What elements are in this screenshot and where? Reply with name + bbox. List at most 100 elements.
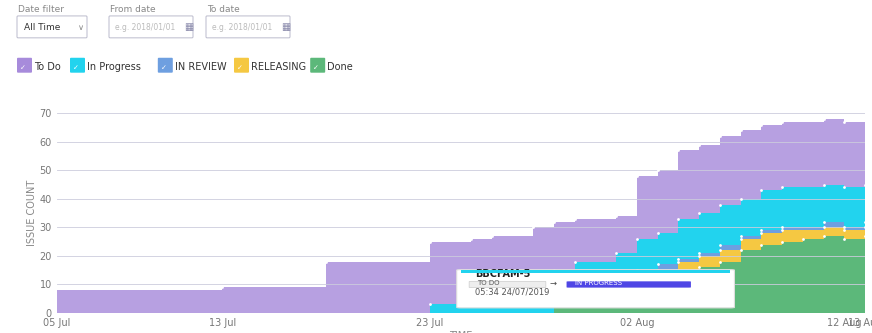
Point bbox=[754, 122, 768, 127]
FancyBboxPatch shape bbox=[457, 270, 734, 308]
FancyBboxPatch shape bbox=[310, 58, 325, 73]
Text: Done: Done bbox=[327, 62, 353, 72]
Point bbox=[464, 236, 478, 241]
Text: →: → bbox=[550, 278, 557, 287]
Text: ▦: ▦ bbox=[184, 22, 194, 32]
Point bbox=[423, 302, 437, 307]
Point bbox=[692, 250, 706, 256]
Point bbox=[485, 290, 499, 296]
Point bbox=[837, 119, 851, 125]
FancyBboxPatch shape bbox=[206, 16, 290, 38]
Point bbox=[775, 239, 789, 244]
Point bbox=[671, 270, 685, 276]
Text: To Do: To Do bbox=[34, 62, 61, 72]
Point bbox=[796, 236, 810, 241]
Point bbox=[858, 182, 872, 187]
Point bbox=[775, 225, 789, 230]
Point bbox=[837, 227, 851, 233]
Point bbox=[816, 116, 830, 122]
Text: ✓: ✓ bbox=[73, 65, 78, 71]
Point bbox=[651, 230, 664, 236]
Point bbox=[671, 259, 685, 264]
Point bbox=[775, 185, 789, 190]
Point bbox=[464, 296, 478, 301]
Point bbox=[651, 167, 664, 173]
Point bbox=[733, 236, 747, 241]
Point bbox=[215, 285, 229, 290]
FancyBboxPatch shape bbox=[234, 58, 249, 73]
Point bbox=[713, 247, 727, 253]
Point bbox=[630, 267, 644, 273]
Point bbox=[610, 293, 623, 299]
Point bbox=[713, 202, 727, 207]
FancyBboxPatch shape bbox=[17, 58, 32, 73]
Point bbox=[754, 230, 768, 236]
Point bbox=[858, 219, 872, 224]
Point bbox=[547, 267, 561, 273]
Y-axis label: ISSUE COUNT: ISSUE COUNT bbox=[27, 180, 37, 246]
Point bbox=[816, 182, 830, 187]
Point bbox=[630, 236, 644, 241]
Point bbox=[547, 293, 561, 299]
Point bbox=[816, 219, 830, 224]
Text: ✓: ✓ bbox=[160, 65, 167, 71]
Text: From date: From date bbox=[110, 5, 155, 14]
Point bbox=[692, 253, 706, 259]
FancyBboxPatch shape bbox=[158, 58, 173, 73]
Point bbox=[671, 216, 685, 221]
Point bbox=[651, 276, 664, 281]
Point bbox=[733, 233, 747, 239]
Point bbox=[651, 267, 664, 273]
X-axis label: TIME: TIME bbox=[449, 331, 473, 333]
Point bbox=[733, 247, 747, 253]
Text: To date: To date bbox=[207, 5, 240, 14]
Text: ▦: ▦ bbox=[281, 22, 290, 32]
Point bbox=[775, 119, 789, 125]
Point bbox=[733, 128, 747, 133]
Point bbox=[630, 282, 644, 287]
Text: e.g. 2018/01/01: e.g. 2018/01/01 bbox=[115, 23, 175, 32]
Point bbox=[610, 282, 623, 287]
Point bbox=[754, 242, 768, 247]
Text: TO DO: TO DO bbox=[478, 280, 500, 286]
Point bbox=[547, 296, 561, 301]
Point bbox=[837, 185, 851, 190]
Point bbox=[733, 196, 747, 201]
Point bbox=[858, 116, 872, 122]
Point bbox=[485, 233, 499, 239]
Point bbox=[754, 227, 768, 233]
Point bbox=[671, 256, 685, 261]
Point bbox=[837, 236, 851, 241]
Point bbox=[547, 219, 561, 224]
Point bbox=[754, 187, 768, 193]
Point bbox=[651, 262, 664, 267]
Point bbox=[713, 134, 727, 139]
Point bbox=[816, 225, 830, 230]
Text: Date filter: Date filter bbox=[18, 5, 64, 14]
Point bbox=[568, 259, 582, 264]
Point bbox=[568, 296, 582, 301]
Point bbox=[692, 210, 706, 216]
FancyBboxPatch shape bbox=[469, 281, 546, 288]
Point bbox=[630, 273, 644, 279]
Point bbox=[713, 259, 727, 264]
Text: ✓: ✓ bbox=[237, 65, 243, 71]
FancyBboxPatch shape bbox=[70, 58, 85, 73]
FancyBboxPatch shape bbox=[460, 270, 730, 273]
Point bbox=[568, 287, 582, 293]
Text: ✓: ✓ bbox=[20, 65, 26, 71]
Point bbox=[713, 242, 727, 247]
Point bbox=[775, 227, 789, 233]
Point bbox=[671, 148, 685, 153]
Point bbox=[692, 142, 706, 147]
Point bbox=[610, 287, 623, 293]
Text: ✓: ✓ bbox=[313, 65, 319, 71]
FancyBboxPatch shape bbox=[109, 16, 193, 38]
Point bbox=[610, 250, 623, 256]
Point bbox=[816, 233, 830, 239]
Text: In Progress: In Progress bbox=[87, 62, 141, 72]
Text: RELEASING: RELEASING bbox=[251, 62, 306, 72]
Text: ∨: ∨ bbox=[78, 23, 84, 32]
Point bbox=[568, 290, 582, 296]
Text: IN REVIEW: IN REVIEW bbox=[174, 62, 227, 72]
